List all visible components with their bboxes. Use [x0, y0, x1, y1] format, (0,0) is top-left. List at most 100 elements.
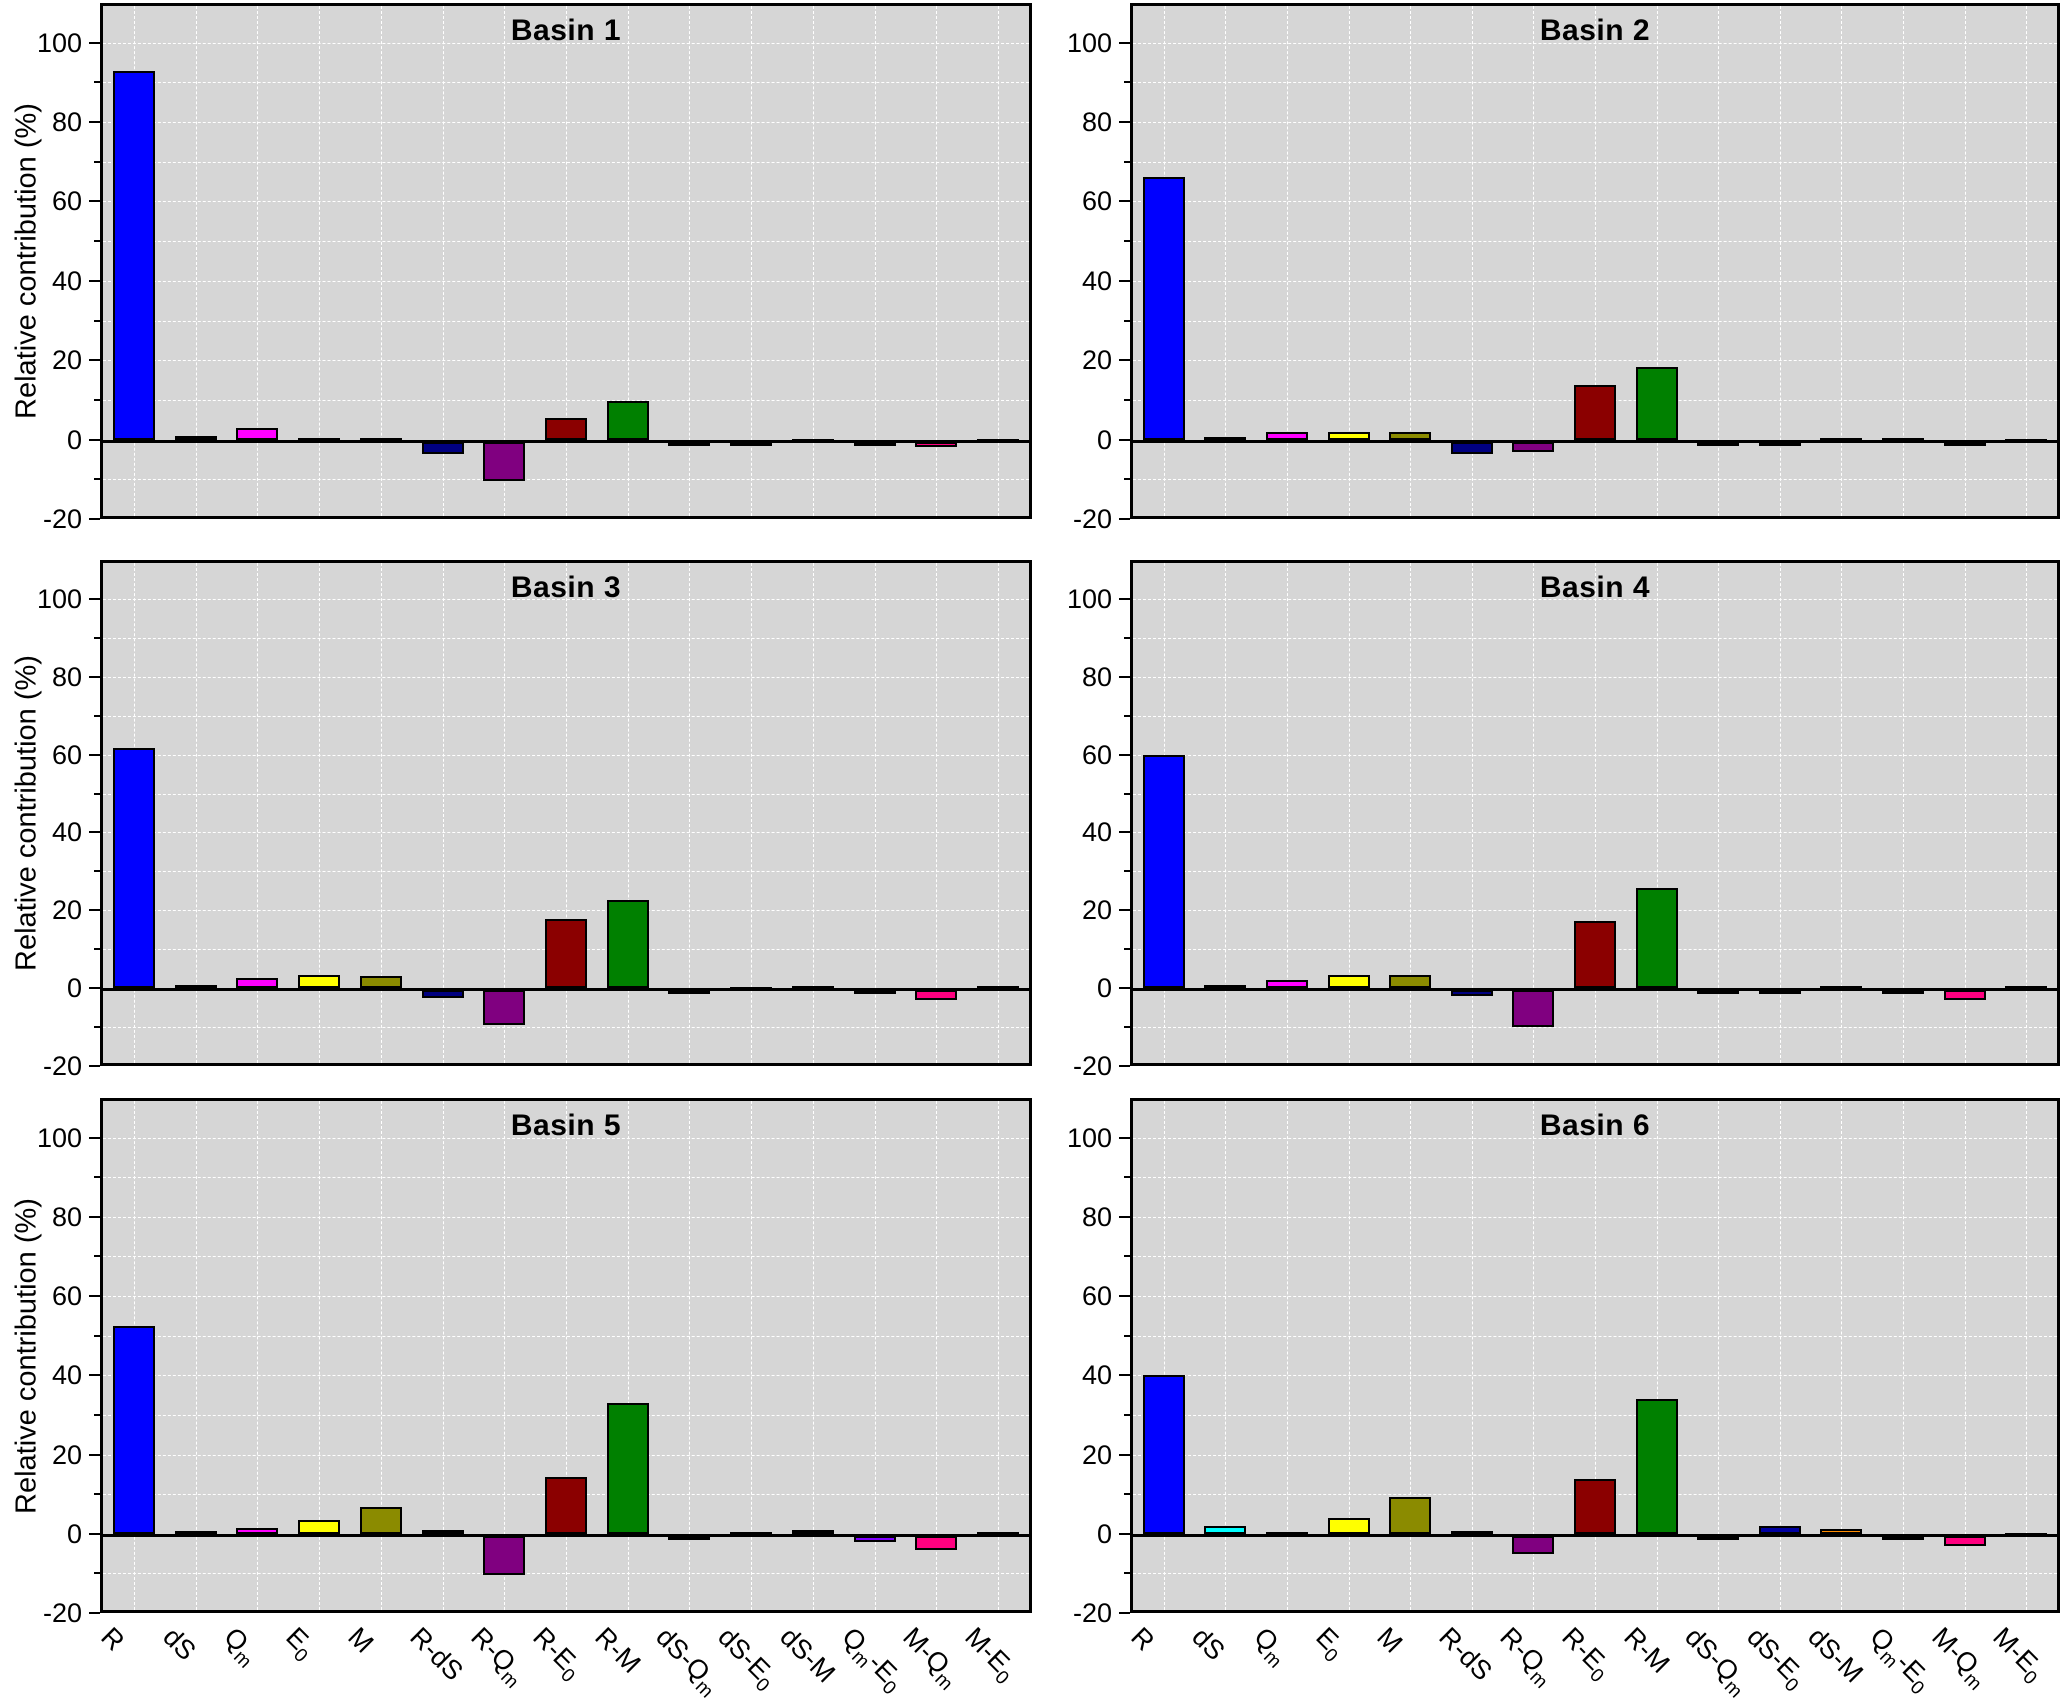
bar-R-dS	[421, 1529, 464, 1534]
bar-E0	[1327, 1517, 1370, 1534]
y-major-tick	[89, 518, 100, 520]
x-category-label: R	[1124, 1621, 1160, 1657]
y-major-tick	[89, 438, 100, 441]
y-major-tick	[1119, 1295, 1130, 1298]
bar-dS-E0	[1758, 990, 1801, 995]
y-major-tick	[89, 753, 100, 756]
y-tick-label: 40	[1081, 1360, 1112, 1391]
bar-R	[112, 748, 155, 989]
y-tick-label: 80	[51, 1201, 82, 1232]
v-gridline	[319, 1101, 321, 1610]
bar-R-E0	[1574, 384, 1616, 440]
y-tick-label: 60	[51, 1281, 82, 1312]
x-axis-zero-line	[1133, 439, 2057, 443]
v-gridline	[257, 1101, 259, 1610]
v-gridline	[1841, 1101, 1843, 1610]
y-major-tick	[89, 121, 100, 124]
v-gridline	[319, 563, 321, 1063]
v-gridline	[627, 1101, 629, 1610]
y-tick-label: 100	[1066, 27, 1112, 58]
v-gridline	[1533, 6, 1535, 516]
x-category-label: dS	[1186, 1621, 1232, 1667]
bar-M-Qm	[1943, 990, 1986, 1001]
subscript: m	[846, 1646, 873, 1673]
v-gridline	[2026, 6, 2028, 516]
y-major-tick	[1119, 909, 1130, 912]
v-gridline	[1903, 563, 1904, 1063]
subscript: m	[1259, 1646, 1286, 1673]
x-category-label: R-E0	[1556, 1621, 1611, 1687]
y-minor-tick	[94, 319, 100, 322]
bar-dS-E0	[1758, 1525, 1801, 1534]
v-gridline	[380, 563, 382, 1063]
y-major-tick	[89, 200, 100, 203]
y-tick-label: 40	[1081, 817, 1112, 848]
y-minor-tick	[94, 1493, 100, 1496]
x-category-label: M	[341, 1621, 380, 1659]
y-minor-tick	[1124, 81, 1130, 84]
v-gridline	[257, 563, 259, 1063]
v-gridline	[812, 563, 814, 1063]
bar-E0	[1327, 975, 1370, 989]
y-major-tick	[89, 1215, 100, 1218]
y-tick-label: 80	[1081, 661, 1112, 692]
y-major-tick	[1119, 1612, 1130, 1614]
v-gridline	[1533, 563, 1535, 1063]
x-axis-zero-line	[103, 988, 1029, 992]
y-minor-tick	[94, 714, 100, 717]
y-major-tick	[1119, 359, 1130, 362]
y-major-tick	[1119, 1532, 1130, 1535]
v-gridline	[751, 1101, 753, 1610]
y-minor-tick	[1124, 1176, 1130, 1179]
y-major-tick	[89, 1295, 100, 1298]
y-axis-title: Relative contribution (%)	[10, 103, 43, 419]
v-gridline	[1410, 563, 1412, 1063]
bar-R-Qm	[483, 1535, 526, 1575]
y-minor-tick	[1124, 478, 1130, 481]
y-major-tick	[1119, 597, 1130, 600]
y-major-tick	[1119, 279, 1130, 282]
v-gridline	[2026, 1101, 2028, 1610]
y-minor-tick	[1124, 636, 1130, 639]
v-gridline	[1718, 1101, 1720, 1610]
subscript: 0	[1779, 1674, 1802, 1697]
v-gridline	[504, 1101, 506, 1610]
v-gridline	[380, 6, 382, 516]
bar-R-Qm	[483, 441, 526, 481]
x-category-label: E0	[1309, 1621, 1344, 1667]
y-tick-label: 60	[1081, 186, 1112, 217]
y-tick-label: 20	[1081, 1439, 1112, 1470]
plot-area-basin-5: Basin 5	[100, 1098, 1032, 1613]
bar-R-Qm	[1512, 990, 1555, 1028]
y-minor-tick	[94, 1572, 100, 1575]
subscript: 0	[556, 1664, 579, 1687]
v-gridline	[627, 563, 629, 1063]
x-category-label: M-E0	[1987, 1621, 2044, 1690]
bar-dS-M	[1820, 1528, 1863, 1534]
bar-dS-Qm	[668, 990, 711, 995]
bar-M-Qm	[915, 1535, 958, 1550]
y-major-tick	[1119, 41, 1130, 44]
y-tick-label: 20	[51, 1439, 82, 1470]
v-gridline	[2026, 563, 2028, 1063]
bar-M	[1389, 1496, 1432, 1534]
v-gridline	[1656, 563, 1658, 1063]
v-gridline	[1471, 6, 1473, 516]
y-tick-label: 80	[51, 107, 82, 138]
subscript: 0	[1905, 1676, 1928, 1700]
panel-title: Basin 6	[1539, 1109, 1651, 1142]
v-gridline	[1163, 1101, 1165, 1610]
v-gridline	[1595, 1101, 1596, 1610]
v-gridline	[689, 563, 691, 1063]
x-axis-zero-line	[103, 439, 1029, 443]
v-gridline	[1471, 1101, 1473, 1610]
v-gridline	[1410, 6, 1412, 516]
y-major-tick	[89, 1532, 100, 1535]
panel-title: Basin 3	[510, 571, 622, 604]
y-minor-tick	[94, 1176, 100, 1179]
subscript: m	[1875, 1646, 1902, 1673]
v-gridline	[627, 6, 629, 516]
subscript: m	[1720, 1676, 1747, 1703]
v-gridline	[195, 563, 197, 1063]
bar-R-M	[606, 1402, 649, 1534]
